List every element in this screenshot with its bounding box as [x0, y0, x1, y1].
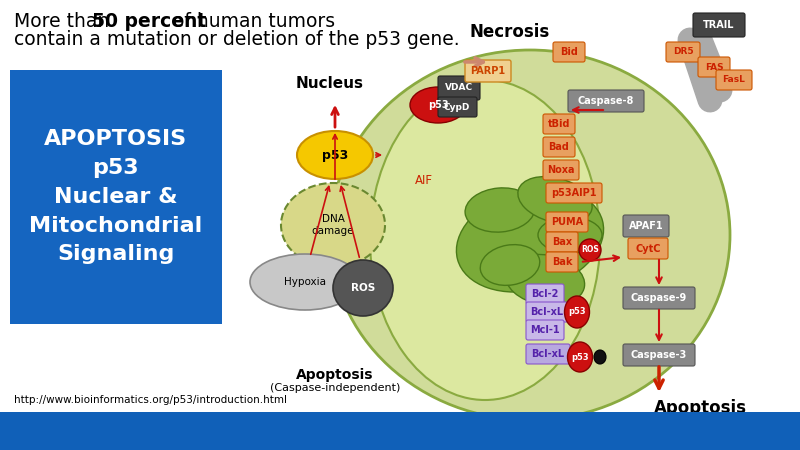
FancyBboxPatch shape — [623, 215, 669, 237]
Text: Bax: Bax — [552, 237, 572, 247]
Text: PUMA: PUMA — [551, 217, 583, 227]
Ellipse shape — [370, 80, 600, 400]
Ellipse shape — [410, 87, 466, 123]
Ellipse shape — [250, 254, 360, 310]
Text: Caspase-8: Caspase-8 — [578, 96, 634, 106]
FancyBboxPatch shape — [526, 302, 568, 322]
Text: PARP1: PARP1 — [470, 66, 506, 76]
Text: Bak: Bak — [552, 257, 572, 267]
FancyBboxPatch shape — [543, 137, 575, 157]
Text: p53: p53 — [568, 307, 586, 316]
Text: Hypoxia: Hypoxia — [284, 277, 326, 287]
Text: VDAC: VDAC — [445, 84, 473, 93]
Ellipse shape — [480, 245, 540, 285]
Text: http://www.bioinformatics.org/p53/introduction.html: http://www.bioinformatics.org/p53/introd… — [14, 395, 287, 405]
Ellipse shape — [297, 131, 373, 179]
Text: of human tumors: of human tumors — [167, 12, 335, 31]
Text: Necrosis: Necrosis — [470, 23, 550, 41]
FancyBboxPatch shape — [716, 70, 752, 90]
Text: Caspase-3: Caspase-3 — [631, 350, 687, 360]
Ellipse shape — [538, 217, 602, 253]
FancyBboxPatch shape — [543, 160, 579, 180]
Text: APAF1: APAF1 — [629, 221, 663, 231]
Text: TRAIL: TRAIL — [703, 20, 734, 30]
FancyBboxPatch shape — [546, 212, 588, 232]
FancyBboxPatch shape — [438, 97, 477, 117]
FancyBboxPatch shape — [553, 42, 585, 62]
FancyBboxPatch shape — [465, 60, 511, 82]
Text: (Caspase-independent): (Caspase-independent) — [270, 383, 400, 393]
FancyBboxPatch shape — [666, 42, 700, 62]
Ellipse shape — [506, 254, 585, 306]
FancyBboxPatch shape — [546, 232, 578, 252]
FancyBboxPatch shape — [438, 76, 480, 100]
Text: Bcl-xL: Bcl-xL — [531, 349, 565, 359]
Text: Apoptosis: Apoptosis — [654, 399, 746, 417]
Text: Apoptosis: Apoptosis — [296, 368, 374, 382]
Text: APOPTOSIS
p53
Nuclear &
Mitochondrial
Signaling: APOPTOSIS p53 Nuclear & Mitochondrial Si… — [29, 129, 202, 265]
FancyBboxPatch shape — [546, 252, 578, 272]
Text: More than: More than — [14, 12, 115, 31]
Text: Bcl-2: Bcl-2 — [531, 289, 558, 299]
Ellipse shape — [465, 188, 535, 232]
Ellipse shape — [579, 239, 601, 261]
Text: CytC: CytC — [635, 244, 661, 254]
Text: ROS: ROS — [581, 246, 599, 255]
Text: p53: p53 — [322, 148, 348, 162]
FancyBboxPatch shape — [623, 287, 695, 309]
Text: Mcl-1: Mcl-1 — [530, 325, 560, 335]
FancyBboxPatch shape — [543, 114, 575, 134]
FancyBboxPatch shape — [546, 183, 602, 203]
Text: Caspase-9: Caspase-9 — [631, 293, 687, 303]
FancyBboxPatch shape — [568, 90, 644, 112]
Text: DNA
damage: DNA damage — [312, 214, 354, 236]
Text: DR5: DR5 — [673, 48, 694, 57]
Text: FasL: FasL — [722, 76, 746, 85]
FancyBboxPatch shape — [526, 320, 564, 340]
Bar — [0, 412, 800, 450]
Text: tBid: tBid — [548, 119, 570, 129]
Text: p53: p53 — [571, 352, 589, 361]
Text: Bad: Bad — [549, 142, 570, 152]
Text: CypD: CypD — [444, 103, 470, 112]
Text: Nucleus: Nucleus — [296, 76, 364, 90]
Ellipse shape — [457, 188, 603, 292]
FancyBboxPatch shape — [623, 344, 695, 366]
Text: Noxa: Noxa — [547, 165, 574, 175]
FancyBboxPatch shape — [698, 57, 730, 77]
Text: 50 percent: 50 percent — [92, 12, 206, 31]
FancyBboxPatch shape — [693, 13, 745, 37]
Text: contain a mutation or deletion of the p53 gene.: contain a mutation or deletion of the p5… — [14, 30, 460, 49]
FancyBboxPatch shape — [526, 344, 570, 364]
Ellipse shape — [594, 350, 606, 364]
Ellipse shape — [565, 296, 590, 328]
Text: p53: p53 — [428, 100, 448, 110]
Text: Bcl-xL: Bcl-xL — [530, 307, 563, 317]
Ellipse shape — [567, 342, 593, 372]
Ellipse shape — [281, 183, 385, 267]
Ellipse shape — [518, 176, 592, 223]
Bar — [10, 70, 222, 324]
FancyBboxPatch shape — [526, 284, 564, 304]
Ellipse shape — [333, 260, 393, 316]
Text: Bid: Bid — [560, 47, 578, 57]
Ellipse shape — [330, 50, 730, 420]
Text: FAS: FAS — [705, 63, 723, 72]
FancyBboxPatch shape — [628, 238, 668, 259]
Text: ROS: ROS — [351, 283, 375, 293]
Text: p53AIP1: p53AIP1 — [551, 188, 597, 198]
Text: AIF: AIF — [415, 174, 433, 186]
